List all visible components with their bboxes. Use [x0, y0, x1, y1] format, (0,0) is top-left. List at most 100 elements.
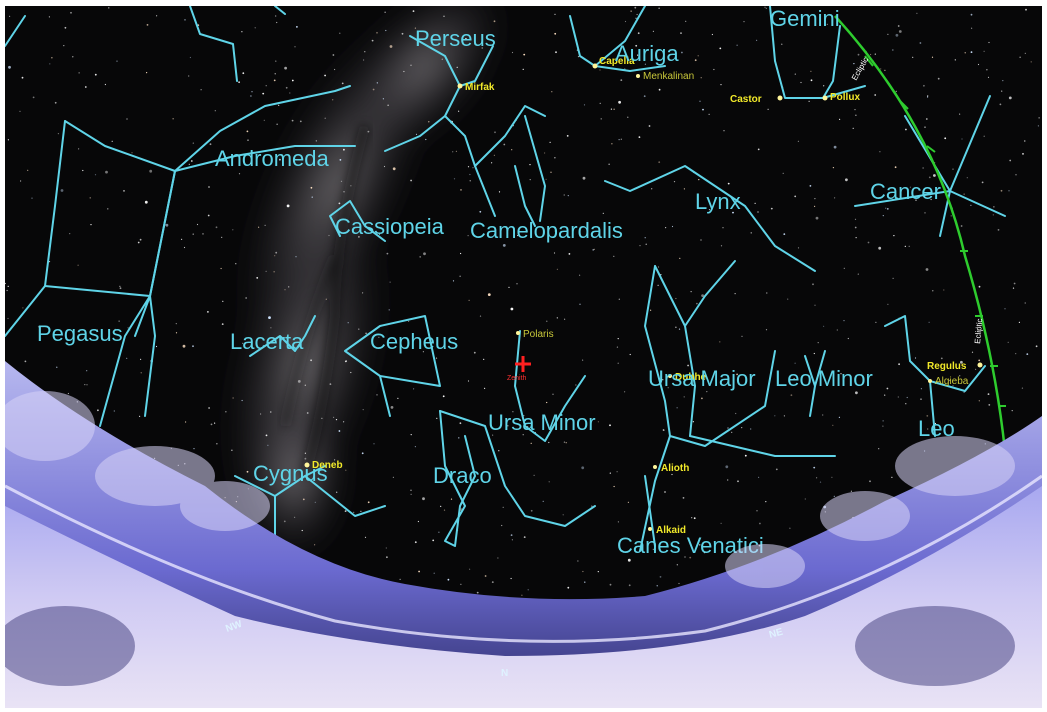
star-point [581, 466, 585, 470]
star-point [146, 24, 149, 26]
star-point [9, 15, 11, 17]
tree-highlights [5, 391, 1015, 588]
star-point [836, 329, 838, 331]
star-point [843, 267, 845, 269]
star-point [274, 73, 276, 75]
star-point [927, 96, 929, 98]
star-point [458, 110, 460, 112]
star-point [314, 544, 316, 546]
star-point [638, 136, 641, 139]
horizon-label-n: N [501, 668, 508, 679]
star-point [627, 501, 630, 503]
star-point [922, 167, 924, 169]
star-point [118, 320, 120, 322]
star-point [650, 309, 652, 311]
star-point [522, 434, 524, 436]
star-point [324, 74, 326, 77]
star-point [183, 246, 186, 249]
star-point [155, 345, 158, 348]
star-point [441, 58, 443, 60]
star-point [893, 235, 895, 237]
constellation-cassiopeia: Cassiopeia [335, 214, 445, 239]
star-point [265, 85, 267, 87]
star-point [1004, 308, 1006, 310]
constellation-pegasus: Pegasus [37, 321, 123, 346]
star-point [517, 234, 519, 237]
star-point [423, 252, 426, 256]
star-point [19, 110, 21, 112]
star-point [1011, 410, 1013, 412]
star-point [548, 481, 550, 483]
constellation-andromeda: Andromeda [215, 146, 330, 171]
star-point [367, 130, 370, 133]
star-point [542, 417, 544, 419]
star-point [146, 72, 148, 74]
star-point [64, 26, 67, 29]
star-point [413, 388, 415, 390]
star-point [284, 289, 286, 291]
star-point [652, 30, 655, 32]
star-point [884, 69, 886, 71]
star-point [706, 391, 708, 393]
star-point [311, 196, 313, 198]
star-point [651, 188, 653, 190]
star-point [245, 297, 247, 299]
star-point [831, 476, 833, 478]
star-point [683, 188, 686, 190]
star-point [453, 178, 456, 180]
star-point [882, 215, 884, 217]
star-point [685, 20, 687, 22]
star-point [644, 237, 646, 239]
star-label-alioth: Alioth [661, 463, 689, 474]
star-point [263, 119, 265, 121]
star-point [741, 427, 743, 429]
star-point [812, 283, 814, 286]
star-point [970, 51, 973, 53]
star-point [664, 491, 666, 493]
star-point [182, 344, 186, 348]
star-point [214, 422, 216, 424]
star-point [554, 13, 556, 15]
star-point [814, 304, 816, 306]
star-point [222, 300, 224, 302]
star-point [344, 510, 347, 512]
star-point [579, 274, 581, 276]
star-point [82, 169, 84, 172]
star-point [897, 396, 899, 398]
star-label-regulus: Regulus [927, 361, 967, 372]
star-point [390, 406, 394, 409]
star-point [7, 285, 9, 287]
star-point [546, 320, 548, 322]
star-point [676, 564, 678, 566]
star-point [511, 539, 513, 541]
star-point [699, 544, 701, 546]
star-point [892, 277, 894, 279]
star-point [564, 318, 566, 320]
star-point [783, 233, 786, 236]
star-point [882, 425, 884, 427]
constellation-lines [5, 6, 1006, 597]
star-point [550, 171, 552, 173]
star-point [832, 167, 835, 169]
star-point [787, 298, 789, 300]
star-point [797, 247, 800, 249]
star-label-algieba: Algieba [935, 376, 969, 387]
star-point [116, 60, 118, 62]
star-point [997, 229, 1000, 231]
star-point [567, 586, 570, 589]
star-point [981, 181, 984, 184]
star-point [765, 329, 768, 331]
star-point [432, 539, 435, 542]
star-point [546, 401, 548, 404]
star-point [810, 79, 813, 82]
star-point [880, 68, 882, 70]
star-point [708, 209, 711, 211]
star-point [690, 291, 692, 293]
star-point [315, 140, 317, 142]
star-point [671, 225, 674, 228]
star-point [175, 323, 177, 325]
star-point [428, 121, 430, 123]
constellation-draco: Draco [433, 463, 492, 488]
star-point [599, 69, 601, 71]
zenith-label: Zenith [507, 375, 527, 382]
